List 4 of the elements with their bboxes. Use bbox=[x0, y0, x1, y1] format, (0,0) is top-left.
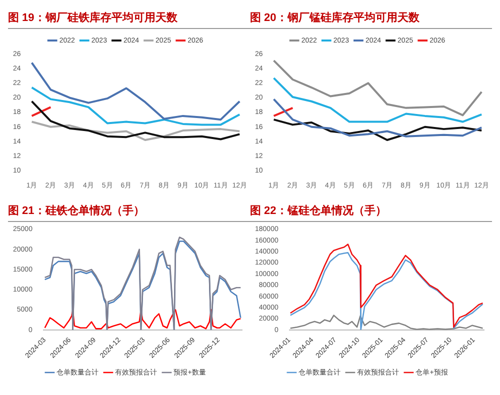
chart-title: 图 19：钢厂硅铁库存平均可用天数 bbox=[8, 8, 250, 29]
chart-title: 图 20：钢厂锰硅库存平均可用天数 bbox=[250, 8, 492, 29]
chart-title: 图 21：硅铁仓单情况（手） bbox=[8, 201, 250, 222]
chart-title: 图 22：锰硅仓单情况（手） bbox=[250, 201, 492, 222]
